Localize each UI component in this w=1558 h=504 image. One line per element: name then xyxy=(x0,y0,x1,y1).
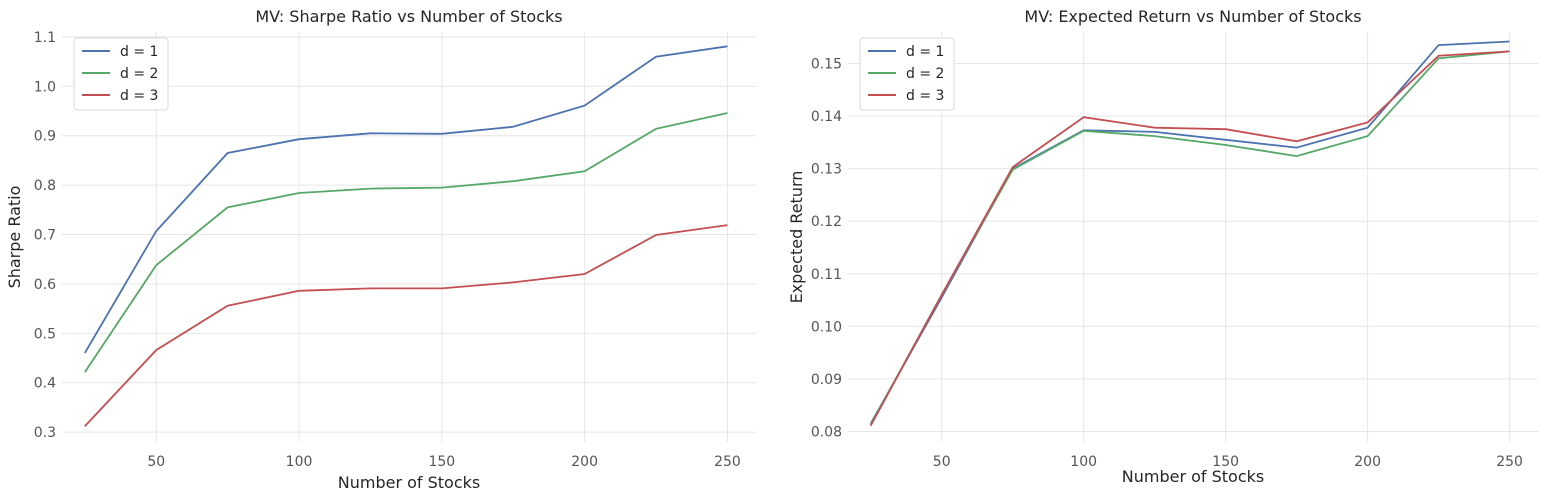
y-tick-label: 1.0 xyxy=(34,79,56,95)
legend-label: d = 1 xyxy=(906,44,944,60)
legend-box xyxy=(73,37,169,111)
x-tick-label: 200 xyxy=(1354,454,1381,470)
legend-box xyxy=(859,37,955,111)
y-tick-label: 0.8 xyxy=(34,178,56,194)
expected-return-chart: 50 100 150 200 250 0.08 0.09 0.10 0.11 0.12 0.13 0.… xyxy=(787,7,1538,486)
y-tick-label: 0.3 xyxy=(34,425,56,441)
series-line-d2 xyxy=(84,112,728,373)
series-line-d1 xyxy=(84,45,728,354)
legend-label: d = 2 xyxy=(120,66,158,82)
x-axis-label: Number of Stocks xyxy=(338,473,480,492)
x-tick-label: 200 xyxy=(571,454,598,470)
x-tick-label: 150 xyxy=(428,454,455,470)
y-tick-label: 0.5 xyxy=(34,326,56,342)
legend-label: d = 3 xyxy=(906,88,944,104)
legend-label: d = 2 xyxy=(906,66,944,82)
x-tick-label: 250 xyxy=(714,454,741,470)
sharpe-ratio-chart: 50 100 150 200 250 0.3 0.4 0.5 0.6 0.7 0.8 0.9 1.0 1.… xyxy=(5,7,756,492)
series-line-d1 xyxy=(869,40,1510,425)
legend-label: d = 1 xyxy=(120,44,158,60)
x-axis-label: Number of Stocks xyxy=(1122,467,1264,486)
y-tick-label: 0.12 xyxy=(811,214,842,230)
y-tick-label: 0.08 xyxy=(811,424,842,440)
x-tick-label: 150 xyxy=(1212,454,1239,470)
legend-label: d = 3 xyxy=(120,88,158,104)
y-tick-label: 0.7 xyxy=(34,228,56,244)
y-tick-label: 0.6 xyxy=(34,277,56,293)
y-tick-label: 0.10 xyxy=(811,319,842,335)
y-tick-label: 0.13 xyxy=(811,162,842,178)
y-tick-label: 0.09 xyxy=(811,372,842,388)
y-axis-label: Expected Return xyxy=(787,171,806,304)
y-tick-label: 0.9 xyxy=(34,129,56,145)
x-tick-label: 250 xyxy=(1496,454,1523,470)
x-tick-label: 50 xyxy=(933,454,951,470)
x-tick-label: 100 xyxy=(286,454,313,470)
y-tick-label: 0.11 xyxy=(811,267,842,283)
chart-title: MV: Sharpe Ratio vs Number of Stocks xyxy=(255,7,562,26)
x-tick-label: 50 xyxy=(147,454,165,470)
y-tick-label: 1.1 xyxy=(34,30,56,46)
series-line-d3 xyxy=(869,50,1510,427)
x-tick-label: 100 xyxy=(1070,454,1097,470)
y-axis-label: Sharpe Ratio xyxy=(5,186,24,289)
y-tick-label: 0.4 xyxy=(34,376,56,392)
y-tick-label: 0.14 xyxy=(811,109,842,125)
y-tick-label: 0.15 xyxy=(811,57,842,73)
chart-title: MV: Expected Return vs Number of Stocks xyxy=(1024,7,1361,26)
series-line-d3 xyxy=(84,224,728,427)
series-line-d2 xyxy=(869,50,1510,426)
